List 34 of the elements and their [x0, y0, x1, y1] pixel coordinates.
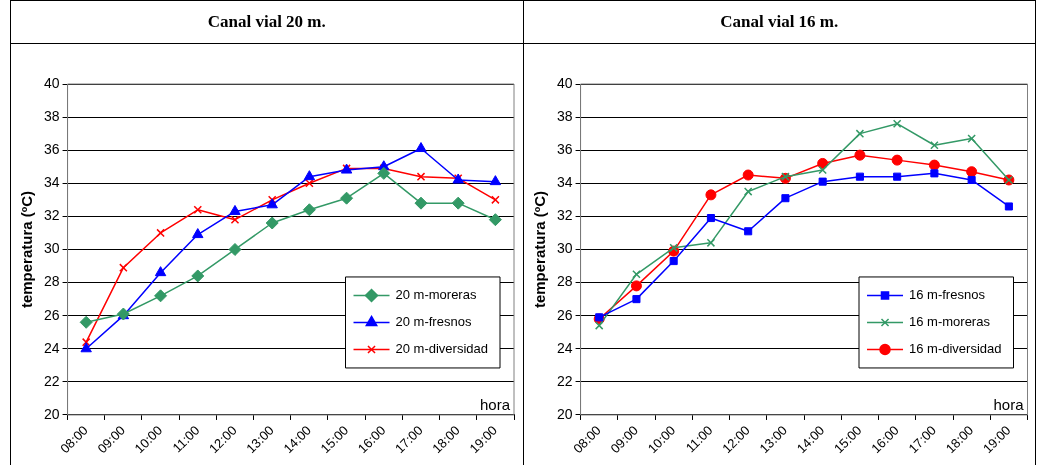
legend-label: 16 m-fresnos: [908, 287, 985, 303]
x-axis-title: hora: [992, 395, 1024, 413]
y-tick-label: 36: [556, 141, 573, 158]
y-tick-label: 30: [556, 240, 573, 257]
y-tick-label: 38: [43, 107, 60, 124]
y-tick-label: 32: [43, 207, 60, 224]
legend-label: 20 m-moreras: [395, 287, 477, 303]
y-axis-title: temperatura (ºC): [530, 190, 548, 309]
legend-label: 16 m-diversidad: [908, 341, 1002, 357]
y-tick-label: 34: [556, 174, 573, 191]
y-tick-label: 22: [43, 372, 60, 389]
y-tick-label: 36: [43, 141, 60, 158]
chart-title: Canal vial 20 m.: [11, 1, 523, 44]
y-tick-label: 24: [556, 339, 573, 356]
y-tick-label: 32: [556, 207, 573, 224]
y-tick-label: 28: [43, 273, 60, 290]
y-tick-label: 26: [43, 306, 60, 323]
y-axis-title: temperatura (ºC): [18, 190, 36, 309]
legend-label: 20 m-fresnos: [395, 314, 472, 330]
y-tick-label: 38: [556, 107, 573, 124]
legend-label: 16 m-moreras: [908, 314, 990, 330]
y-tick-label: 28: [556, 273, 573, 290]
y-tick-label: 22: [556, 372, 573, 389]
y-tick-label: 34: [43, 174, 60, 191]
y-tick-label: 40: [556, 74, 573, 91]
y-tick-label: 20: [556, 405, 573, 422]
x-axis-title: hora: [479, 395, 511, 413]
chart-title: Canal vial 16 m.: [523, 1, 1035, 44]
y-tick-label: 26: [556, 306, 573, 323]
y-tick-label: 24: [43, 339, 60, 356]
legend-label: 20 m-diversidad: [395, 341, 489, 357]
y-tick-label: 40: [43, 74, 60, 91]
y-tick-label: 30: [43, 240, 60, 257]
y-tick-label: 20: [43, 405, 60, 422]
